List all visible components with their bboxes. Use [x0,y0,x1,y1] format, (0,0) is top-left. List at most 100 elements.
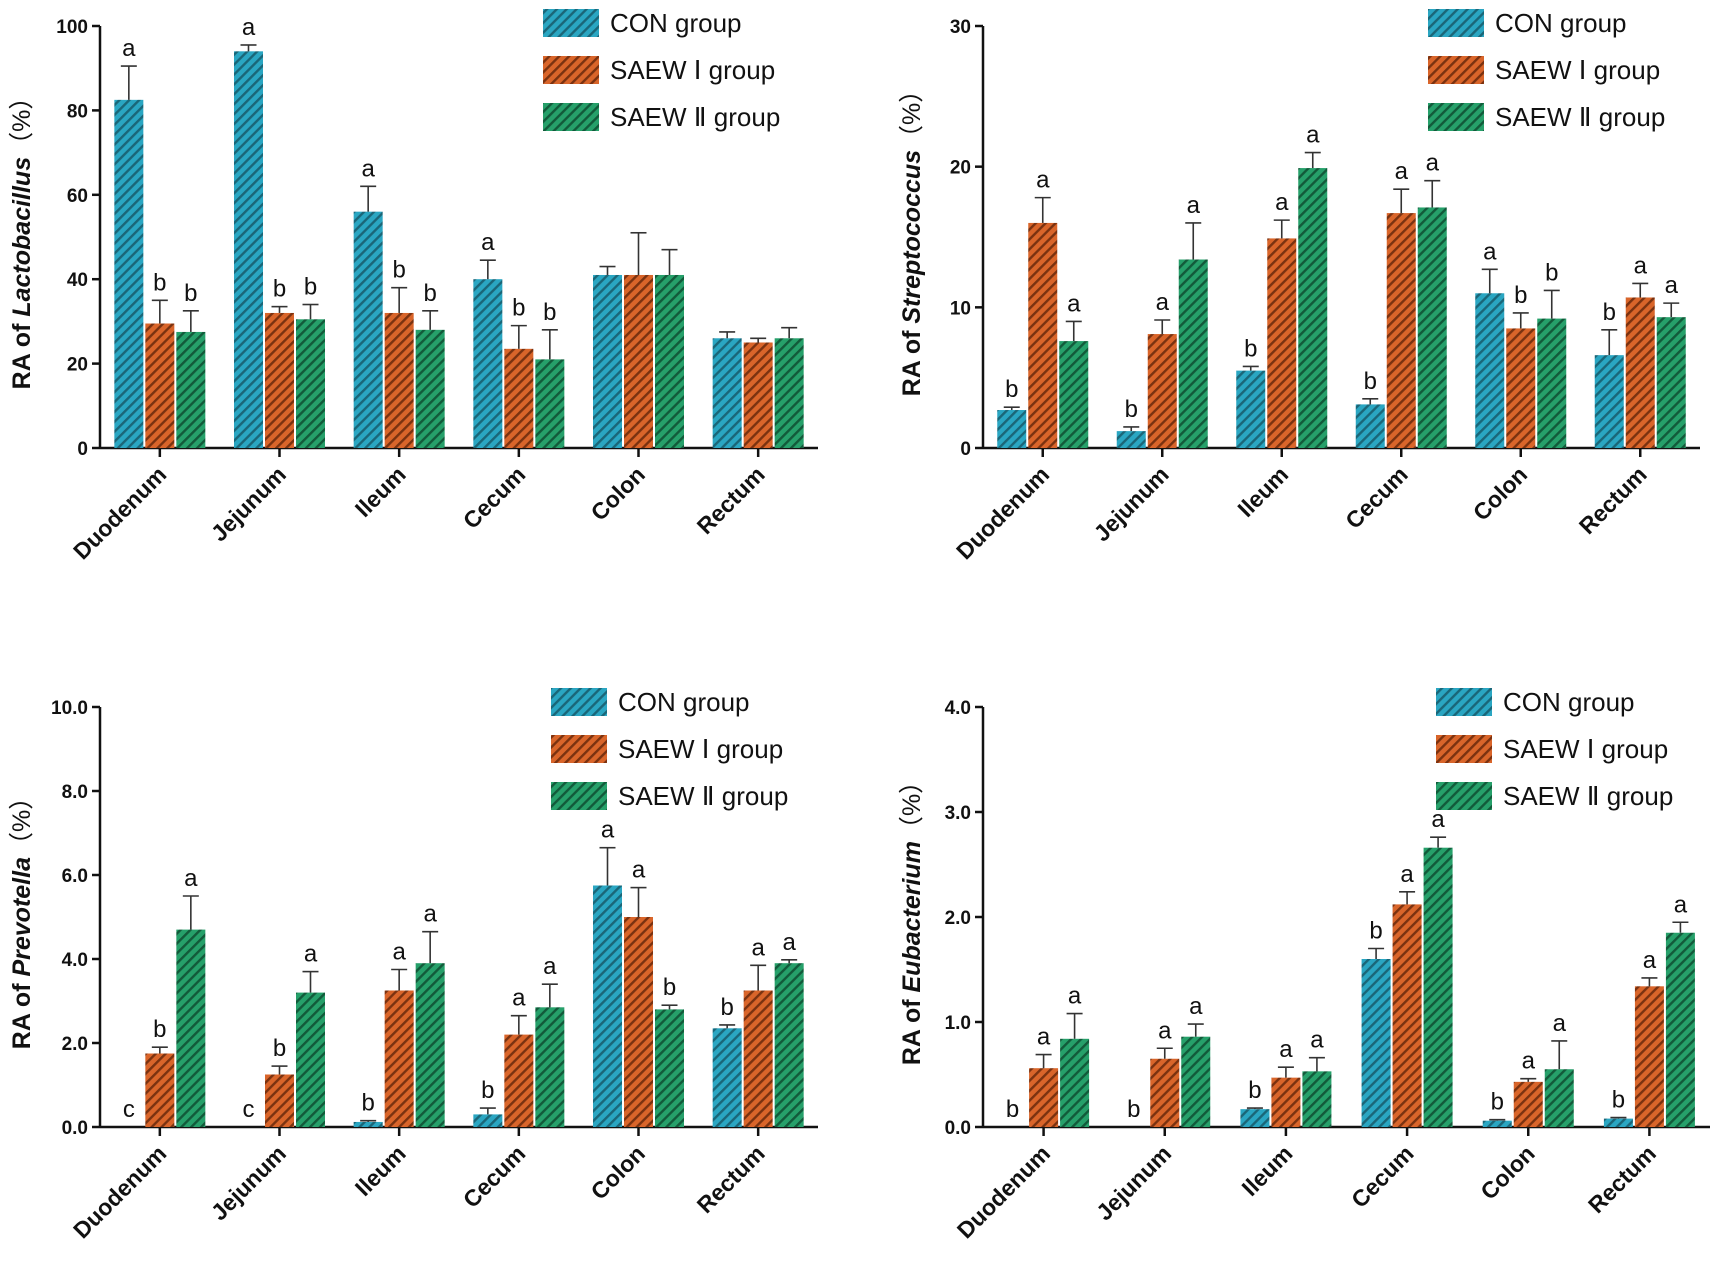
bar-saew1 [1271,1077,1301,1127]
significance-letter: b [273,276,286,303]
legend-label-saew2: SAEW Ⅱ group [1495,102,1665,132]
significance-letter: b [1244,335,1257,362]
bar-con [353,211,383,448]
significance-letter: b [1514,282,1527,309]
significance-letter: a [1426,150,1440,177]
x-tick-label: Rectum [692,461,770,539]
y-tick-label: 80 [67,101,88,122]
chart-panel-3: 0.0 2.0 4.0 6.0 8.0 10.0 RA of Prevotella（%） c b… [8,687,818,1243]
bar-saew1 [1392,904,1422,1127]
bar-saew2 [296,319,325,448]
bar-saew1 [1028,222,1058,448]
significance-letter: a [543,953,557,980]
x-tick-label: Ileum [350,461,411,522]
bar-con [712,338,742,448]
y-tick-label: 0 [960,439,971,460]
x-tick-label: Cecum [1346,1140,1419,1213]
x-tick-label: Jejunum [206,461,291,546]
bar-saew1 [384,990,414,1127]
bar-saew1 [384,312,414,448]
y-tick-label: 0 [77,439,88,460]
bar-saew1 [1267,238,1297,448]
bar-saew2 [415,329,445,448]
x-tick-label: Ileum [350,1140,411,1201]
significance-letter: a [601,817,615,844]
significance-letter: b [543,299,556,326]
x-tick-label: Ileum [1237,1140,1298,1201]
chart-panel-4: 0.01.02.03.04.0RA of Eubacterium（%）baaDu… [898,687,1710,1243]
significance-letter: b [361,1090,374,1117]
y-tick-label: 2.0 [62,1034,88,1055]
y-axis-label: RA of Lactobacillus（%） [8,85,36,390]
significance-letter: a [304,941,318,968]
y-tick-label: 30 [950,17,971,38]
bar-saew1 [145,323,175,448]
significance-letter: a [1067,290,1081,317]
bar-saew2 [774,338,804,448]
significance-letter: a [1306,122,1320,149]
y-tick-label: 0.0 [945,1118,971,1139]
bar-saew2 [1665,932,1695,1127]
significance-letter: a [392,939,406,966]
legend-label-saew2: SAEW Ⅱ group [618,781,788,811]
significance-letter: a [1037,1024,1051,1051]
x-tick-label: Jejunum [1091,1140,1176,1225]
significance-letter: b [304,274,317,301]
bar-saew1 [1625,297,1655,448]
bar-saew2 [1656,317,1686,448]
bar-saew1 [1506,328,1536,448]
legend-swatch-saew2 [543,103,599,131]
bar-saew2 [535,359,565,448]
bar-saew1 [1029,1068,1059,1127]
significance-letter: b [1364,368,1377,395]
significance-letter: b [720,994,733,1021]
bar-saew2 [1181,1036,1211,1127]
bar-con [114,99,144,448]
significance-letter: b [481,1077,494,1104]
y-tick-label: 10.0 [51,698,88,719]
x-tick-label: Duodenum [68,1140,171,1243]
legend-swatch-con [551,688,607,716]
y-tick-label: 0.0 [62,1118,88,1139]
significance-letter: a [1036,167,1050,194]
legend-label-con: CON group [618,687,750,717]
bar-saew2 [655,1009,684,1127]
legend-swatch-con [543,9,599,37]
significance-letter: b [273,1035,286,1062]
bar-saew2 [1537,318,1567,448]
y-tick-label: 100 [56,17,88,38]
significance-letter: b [423,280,436,307]
bar-con [1355,404,1385,448]
bar-saew1 [1513,1081,1543,1127]
significance-letter: a [1068,983,1082,1010]
x-tick-label: Rectum [692,1140,770,1218]
significance-letter: b [1006,1096,1019,1123]
significance-letter: a [1522,1048,1536,1075]
bar-saew1 [1386,213,1416,448]
bar-saew2 [1423,847,1453,1127]
y-tick-label: 2.0 [945,908,971,929]
bar-con [473,1114,503,1127]
y-tick-label: 1.0 [945,1013,971,1034]
significance-letter: a [1156,289,1170,316]
significance-letter: a [184,865,198,892]
significance-letter: c [243,1096,255,1123]
bar-saew1 [1147,334,1177,448]
significance-letter: a [1158,1017,1172,1044]
bar-saew2 [1060,1038,1090,1127]
bar-saew1 [743,990,773,1127]
significance-letter: a [242,14,256,41]
significance-letter: a [512,985,526,1012]
bar-saew2 [1417,207,1447,448]
significance-letter: b [1369,918,1382,945]
bar-con [593,274,622,448]
x-tick-label: Jejunum [206,1140,291,1225]
y-tick-label: 6.0 [62,866,88,887]
bar-con [1482,1120,1512,1127]
bar-con [353,1121,383,1127]
legend-swatch-saew1 [1428,56,1484,84]
legend-swatch-saew2 [1428,103,1484,131]
significance-letter: a [1400,861,1414,888]
legend-label-saew2: SAEW Ⅱ group [1503,781,1673,811]
